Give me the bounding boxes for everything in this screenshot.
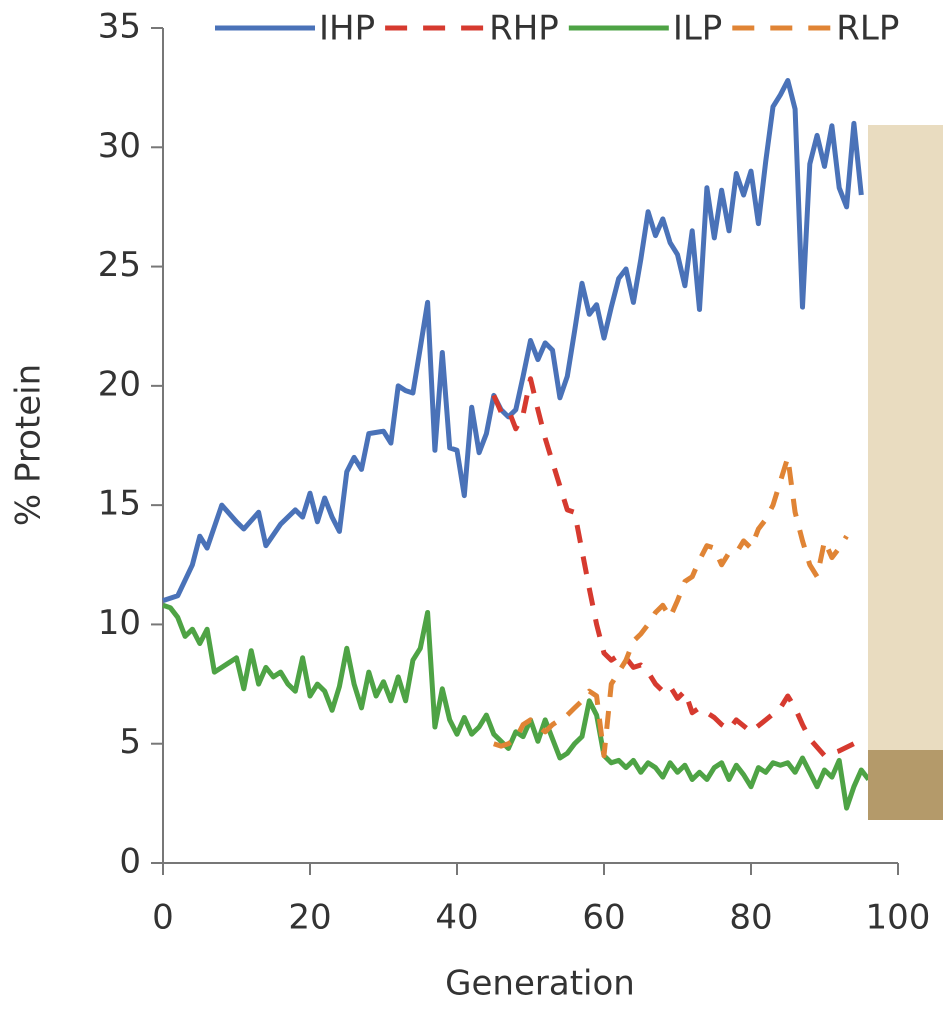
y-tick-label: 25 xyxy=(98,245,141,285)
series-line xyxy=(163,81,861,601)
x-tick-label: 20 xyxy=(288,898,331,938)
x-tick-label: 80 xyxy=(729,898,772,938)
x-tick-label: 0 xyxy=(152,898,174,938)
series-line xyxy=(163,605,869,808)
x-tick-label: 60 xyxy=(582,898,625,938)
chart: Generation % Protein 0 5 10 15 20 25 30 35 0 20 40… xyxy=(0,0,943,1010)
legend-label: RLP xyxy=(836,9,899,49)
legend-label: IHP xyxy=(319,9,375,49)
x-axis-label: Generation xyxy=(445,964,635,1004)
y-tick-label: 15 xyxy=(98,484,141,524)
y-tick-label: 10 xyxy=(98,603,141,643)
y-tick-label: 5 xyxy=(119,722,141,762)
y-tick-label: 0 xyxy=(119,842,141,882)
series-line xyxy=(494,379,854,756)
overlay-image xyxy=(868,125,943,820)
y-tick-label: 20 xyxy=(98,364,141,404)
legend-label: ILP xyxy=(673,9,722,49)
plot-area: 0 5 10 15 20 25 30 35 0 20 40 60 80 100 xyxy=(98,7,931,938)
y-axis-label: % Protein xyxy=(9,364,49,526)
x-tick-label: 40 xyxy=(435,898,478,938)
series-line xyxy=(494,457,847,755)
y-tick-label: 35 xyxy=(98,7,141,47)
legend-label: RHP xyxy=(489,9,559,49)
x-tick-label: 100 xyxy=(866,898,931,938)
overlay-image-footer xyxy=(868,750,943,820)
y-tick-label: 30 xyxy=(98,126,141,166)
